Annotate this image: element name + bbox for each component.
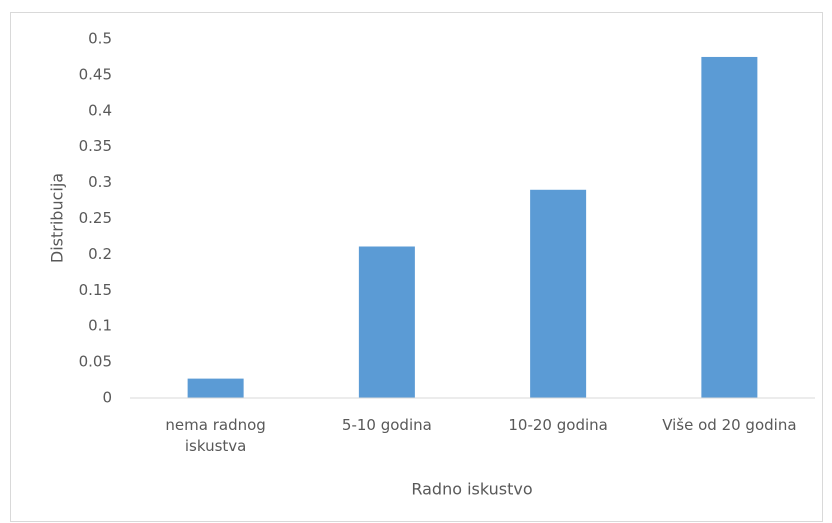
bar [358, 246, 415, 398]
y-tick-label: 0.25 [79, 209, 112, 227]
y-tick-label: 0.5 [88, 30, 112, 48]
y-tick-label: 0.2 [88, 245, 112, 263]
y-tick-label: 0.35 [79, 137, 112, 155]
x-tick-label: 10-20 godina [508, 416, 608, 434]
y-tick-label: 0.4 [88, 101, 112, 119]
y-tick-label: 0 [102, 389, 112, 407]
y-tick-label: 0.45 [79, 65, 112, 83]
bar [530, 189, 587, 398]
x-tick-label: nema radnog iskustva [165, 416, 266, 455]
chart-border [10, 12, 823, 522]
y-axis-title: Distribucija [48, 173, 67, 263]
x-axis-title: Radno iskustvo [411, 480, 532, 499]
y-tick-label: 0.05 [79, 353, 112, 371]
y-tick-label: 0.3 [88, 173, 112, 191]
bar [187, 378, 244, 398]
x-tick-label: Više od 20 godina [662, 416, 797, 434]
y-tick-label: 0.1 [88, 317, 112, 335]
bar [701, 56, 758, 398]
x-tick-label: 5-10 godina [341, 416, 432, 434]
y-tick-label: 0.15 [79, 281, 112, 299]
